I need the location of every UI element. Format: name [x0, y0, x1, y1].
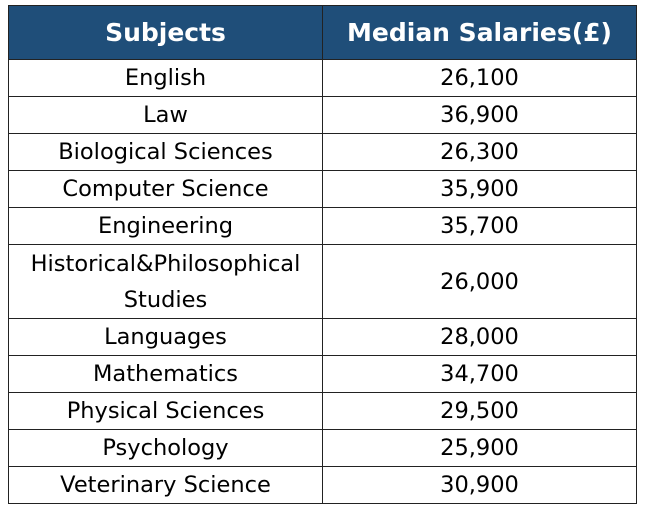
subject-cell: Physical Sciences	[8, 392, 323, 430]
salary-table: Subjects Median Salaries(£) English 26,10…	[8, 5, 637, 504]
table-row: Historical&Philosophical Studies 26,000	[8, 244, 637, 319]
header-subjects: Subjects	[8, 5, 323, 60]
salary-cell: 29,500	[322, 392, 637, 430]
salary-cell: 26,000	[322, 244, 637, 319]
table-row: Engineering 35,700	[8, 207, 637, 245]
table-row: Physical Sciences 29,500	[8, 392, 637, 430]
subject-cell: Engineering	[8, 207, 323, 245]
subject-cell: English	[8, 59, 323, 97]
salary-cell: 26,300	[322, 133, 637, 171]
table-row: Biological Sciences 26,300	[8, 133, 637, 171]
salary-cell: 28,000	[322, 318, 637, 356]
header-median-salaries: Median Salaries(£)	[322, 5, 637, 60]
subject-cell: Law	[8, 96, 323, 134]
salary-cell: 36,900	[322, 96, 637, 134]
subject-cell: Computer Science	[8, 170, 323, 208]
table-row: Mathematics 34,700	[8, 355, 637, 393]
table-row: Computer Science 35,900	[8, 170, 637, 208]
subject-cell: Biological Sciences	[8, 133, 323, 171]
table-row: Veterinary Science 30,900	[8, 466, 637, 504]
subject-cell: Psychology	[8, 429, 323, 467]
table-row: English 26,100	[8, 59, 637, 97]
table-row: Law 36,900	[8, 96, 637, 134]
salary-cell: 35,900	[322, 170, 637, 208]
salary-cell: 35,700	[322, 207, 637, 245]
subject-cell: Mathematics	[8, 355, 323, 393]
salary-cell: 30,900	[322, 466, 637, 504]
salary-cell: 26,100	[322, 59, 637, 97]
subject-cell: Languages	[8, 318, 323, 356]
salary-cell: 34,700	[322, 355, 637, 393]
table-row: Psychology 25,900	[8, 429, 637, 467]
subject-cell: Historical&Philosophical Studies	[8, 244, 323, 319]
subject-cell: Veterinary Science	[8, 466, 323, 504]
salary-cell: 25,900	[322, 429, 637, 467]
header-row: Subjects Median Salaries(£)	[8, 5, 637, 60]
table-row: Languages 28,000	[8, 318, 637, 356]
